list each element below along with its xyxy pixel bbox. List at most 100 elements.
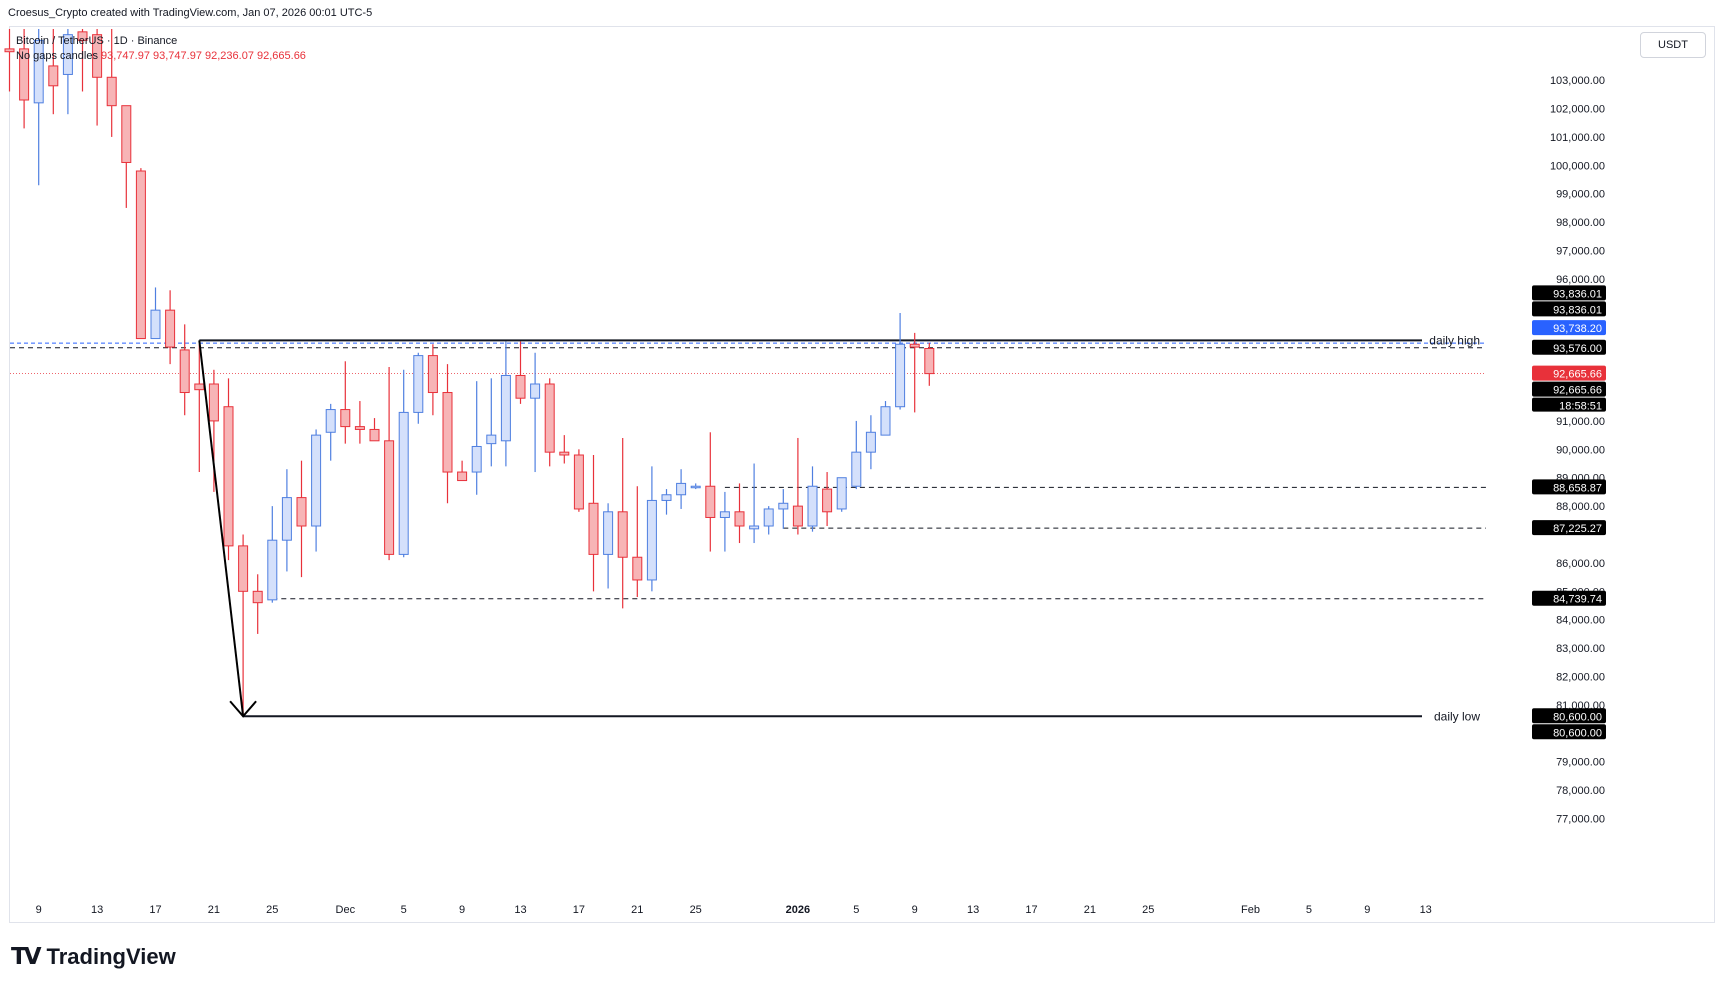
candle-body — [369, 428, 380, 442]
price-tick-label: 100,000.00 — [1550, 160, 1605, 172]
time-tick-label: 9 — [36, 904, 42, 916]
time-tick-label: 17 — [1025, 904, 1037, 916]
candle-body — [267, 539, 278, 601]
time-tick-label: 9 — [912, 904, 918, 916]
candle-body — [398, 411, 409, 555]
candle-body — [4, 48, 15, 53]
arrow-head — [229, 700, 257, 718]
symbol-title: Bitcoin / TetherUS · 1D · Binance — [16, 35, 178, 47]
price-tick-label: 78,000.00 — [1556, 785, 1605, 797]
time-tick-label: 17 — [149, 904, 161, 916]
time-tick-label: 13 — [1420, 904, 1432, 916]
level-annotation: daily high — [1429, 333, 1480, 347]
time-axis: 9 13 17 21 25 Dec 5 9 13 17 21 25 2026 5 9 13 17 21 25 Feb 5… — [36, 904, 1432, 916]
time-tick-label: 13 — [967, 904, 979, 916]
ohlc-row: No gaps candles 93,747.97 93,747.97 92,2… — [16, 49, 306, 64]
level-annotations: daily high daily low — [1429, 333, 1480, 723]
time-tick-label: 5 — [1306, 904, 1312, 916]
price-tick-label: 77,000.00 — [1556, 814, 1605, 826]
candle-body — [427, 355, 438, 394]
candle-body — [238, 545, 249, 592]
candle-body — [895, 343, 906, 408]
price-label-text: 84,739.74 — [1553, 594, 1602, 606]
price-label-text: 92,665.66 — [1553, 369, 1602, 381]
candle-body — [603, 511, 614, 555]
price-label-text: 93,576.00 — [1553, 343, 1602, 355]
time-tick-label: 25 — [690, 904, 702, 916]
candle-body — [807, 485, 818, 527]
candle-body — [573, 454, 584, 510]
price-tick-label: 86,000.00 — [1556, 558, 1605, 570]
arrow-line — [198, 340, 245, 717]
candle-body — [194, 383, 205, 391]
time-tick-label: 5 — [853, 904, 859, 916]
candle-body — [135, 170, 146, 340]
candle-body — [486, 434, 497, 445]
candle-body — [121, 105, 132, 163]
candle-body — [924, 348, 935, 375]
tradingview-brand[interactable]: TV TradingView — [11, 944, 176, 970]
candle-body — [749, 525, 760, 530]
price-label-box — [1532, 381, 1606, 397]
candle-body — [559, 451, 570, 456]
candle-body — [676, 482, 687, 496]
price-label-text: 88,658.87 — [1553, 482, 1602, 494]
time-tick-label: 25 — [266, 904, 278, 916]
trend-arrow — [198, 340, 257, 718]
price-label-box — [1532, 724, 1606, 740]
candle-body — [851, 451, 862, 487]
candle-body — [705, 485, 716, 518]
currency-button[interactable]: USDT — [1640, 32, 1706, 58]
price-tick-label: 102,000.00 — [1550, 104, 1605, 116]
candle-body — [457, 471, 468, 482]
price-label-box — [1532, 365, 1606, 381]
candle-body — [836, 477, 847, 510]
candle-body — [150, 309, 161, 340]
candle-body — [165, 309, 176, 348]
price-label-box — [1532, 285, 1606, 301]
candle-body — [690, 485, 701, 489]
chart-frame[interactable] — [9, 26, 1715, 923]
price-label-text: 80,600.00 — [1553, 711, 1602, 723]
candle-body — [792, 505, 803, 527]
candle-body — [822, 488, 833, 513]
time-tick-label: 25 — [1142, 904, 1154, 916]
price-label-box — [1532, 520, 1606, 536]
candle-body — [62, 34, 73, 75]
candle-body — [632, 556, 643, 581]
time-tick-label: 21 — [208, 904, 220, 916]
candle-body — [500, 374, 511, 442]
price-tick-label: 96,000.00 — [1556, 274, 1605, 286]
candle-body — [252, 590, 263, 604]
time-tick-label: 13 — [514, 904, 526, 916]
candle-body — [588, 502, 599, 555]
price-axis: 103,000.00 102,000.00 101,000.00 100,000.00… — [1532, 75, 1606, 826]
level-annotation: daily low — [1434, 709, 1480, 723]
price-tick-label: 82,000.00 — [1556, 672, 1605, 684]
candle-body — [179, 349, 190, 394]
tradingview-logo-icon: TV — [11, 944, 41, 970]
time-tick-label: 9 — [459, 904, 465, 916]
price-tick-label: 103,000.00 — [1550, 75, 1605, 87]
candle-body — [33, 39, 44, 104]
candle-body — [661, 494, 672, 501]
candle-body — [530, 383, 541, 399]
price-label-box — [1532, 320, 1606, 336]
candle-body — [865, 431, 876, 453]
candle-body — [544, 383, 555, 453]
candle-body — [92, 34, 103, 78]
candle-body — [223, 406, 234, 547]
price-tick-label: 101,000.00 — [1550, 132, 1605, 144]
candle-body — [354, 426, 365, 430]
time-tick-label: 13 — [91, 904, 103, 916]
time-tick-label: 9 — [1364, 904, 1370, 916]
price-label-text: 92,665.66 — [1553, 385, 1602, 397]
price-tick-label: 90,000.00 — [1556, 444, 1605, 456]
candle-body — [880, 406, 891, 436]
countdown-label: 18:58:51 — [1559, 401, 1602, 413]
time-tick-label: 21 — [1084, 904, 1096, 916]
price-tick-label: 83,000.00 — [1556, 643, 1605, 655]
candle-body — [281, 497, 292, 541]
chart-mode: No gaps candles — [16, 50, 98, 62]
